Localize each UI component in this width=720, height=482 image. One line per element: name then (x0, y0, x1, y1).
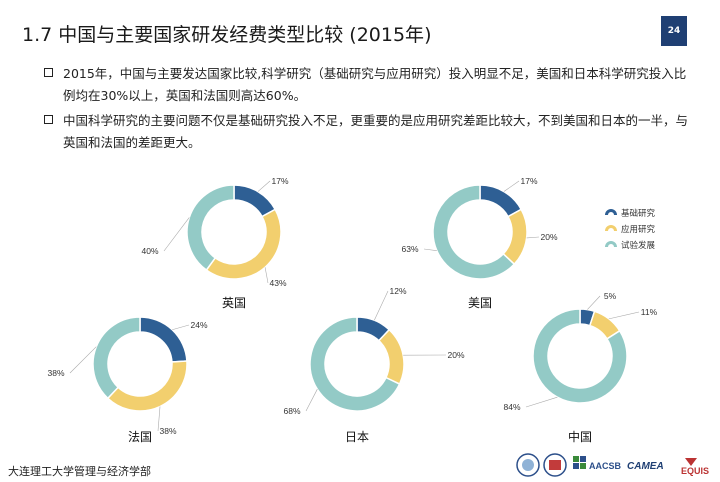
leader-line (587, 295, 601, 310)
country-label: 日本 (345, 430, 369, 444)
leader-line (305, 389, 318, 412)
square-bullet-icon (44, 115, 53, 124)
equis-logo-icon: EQUIS (681, 458, 709, 476)
page-number-badge: 24 (661, 16, 687, 46)
svg-text:CAMEA: CAMEA (627, 461, 664, 472)
school-seal-icon (543, 453, 567, 477)
svg-text:EQUIS: EQUIS (681, 466, 709, 476)
camea-logo-icon: CAMEA (627, 461, 664, 472)
data-label: 5% (604, 291, 617, 301)
data-label: 40% (141, 246, 158, 256)
data-label: 24% (190, 320, 207, 330)
bullet-item: 2015年，中国与主要发达国家比较,科学研究（基础研究与应用研究）投入明显不足，… (44, 63, 694, 107)
footer-institution: 大连理工大学管理与经济学部 (8, 465, 151, 478)
leader-line (608, 311, 640, 320)
donut-slice (432, 184, 516, 280)
university-seal-icon (516, 453, 540, 477)
legend-label: 应用研究 (621, 224, 656, 235)
data-label: 11% (641, 307, 658, 317)
leader-line (163, 217, 190, 252)
data-label: 12% (389, 286, 406, 296)
donut-slice (479, 184, 523, 218)
data-label: 20% (540, 232, 557, 242)
donut-slice (92, 316, 141, 400)
donut-slice (377, 328, 405, 386)
leader-line (423, 248, 437, 251)
data-label: 68% (283, 406, 300, 416)
bullet-text: 2015年，中国与主要发达国家比较,科学研究（基础研究与应用研究）投入明显不足，… (63, 66, 687, 103)
country-label: 中国 (568, 429, 592, 444)
data-label: 17% (271, 176, 288, 186)
donut-slice (106, 360, 188, 412)
leader-line (172, 324, 190, 331)
data-label: 17% (520, 176, 537, 186)
leader-line (526, 236, 540, 239)
leader-line (264, 267, 269, 284)
donut-chart: 24% 38% 38% 法国 (47, 316, 208, 444)
country-label: 英国 (222, 296, 246, 310)
leader-line (257, 180, 271, 192)
accreditation-logos: AACSB CAMEA EQUIS (516, 453, 709, 477)
leader-line (157, 406, 161, 432)
donut-chart: 5% 11% 84% 中国 (503, 291, 657, 444)
legend-swatch (605, 225, 617, 231)
donut-chart: 12% 20% 68% 日本 (283, 286, 464, 444)
legend-label: 基础研究 (621, 208, 656, 219)
donut-slice (502, 208, 528, 266)
legend-label: 试验发展 (621, 240, 656, 251)
data-label: 43% (269, 278, 286, 288)
donut-slice (532, 308, 628, 404)
donut-slice (186, 184, 235, 272)
donut-slice (233, 184, 277, 218)
leader-line (374, 290, 389, 321)
country-label: 美国 (468, 296, 492, 310)
donut-slice (205, 208, 282, 280)
bullet-text: 中国科学研究的主要问题不仅是基础研究投入不足，更重要的是应用研究差距比较大，不到… (63, 113, 689, 150)
data-label: 84% (503, 402, 520, 412)
bullet-list: 2015年，中国与主要发达国家比较,科学研究（基础研究与应用研究）投入明显不足，… (44, 63, 694, 157)
data-label: 63% (401, 244, 418, 254)
data-label: 38% (159, 426, 176, 436)
legend-swatch (605, 241, 617, 247)
data-label: 20% (447, 350, 464, 360)
donut-slice (309, 316, 401, 412)
aacsb-logo-icon: AACSB (573, 456, 622, 471)
data-label: 38% (47, 368, 64, 378)
svg-text:AACSB: AACSB (589, 461, 622, 471)
donut-chart: 17% 43% 40% 英国 (141, 176, 288, 310)
leader-line (69, 346, 97, 374)
country-label: 法国 (128, 430, 152, 444)
legend-swatch (605, 209, 617, 215)
leader-line (503, 180, 520, 192)
bullet-item: 中国科学研究的主要问题不仅是基础研究投入不足，更重要的是应用研究差距比较大，不到… (44, 110, 694, 154)
slide-title: 1.7 中国与主要国家研发经费类型比较 (2015年) (22, 24, 432, 46)
donut-chart: 17% 20% 63% 美国 (401, 176, 557, 310)
leader-line (525, 396, 558, 408)
square-bullet-icon (44, 68, 53, 77)
donut-slice (139, 316, 188, 363)
